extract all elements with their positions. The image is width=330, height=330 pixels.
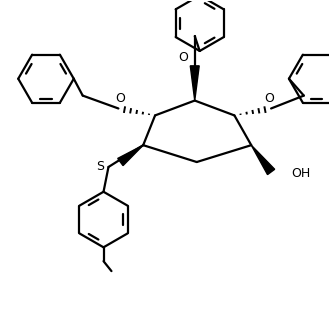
Polygon shape xyxy=(251,145,275,175)
Polygon shape xyxy=(190,66,199,101)
Text: S: S xyxy=(97,160,105,174)
Text: OH: OH xyxy=(291,167,310,181)
Text: O: O xyxy=(264,92,274,105)
Text: O: O xyxy=(178,51,188,64)
Polygon shape xyxy=(118,145,143,166)
Text: O: O xyxy=(115,92,125,105)
